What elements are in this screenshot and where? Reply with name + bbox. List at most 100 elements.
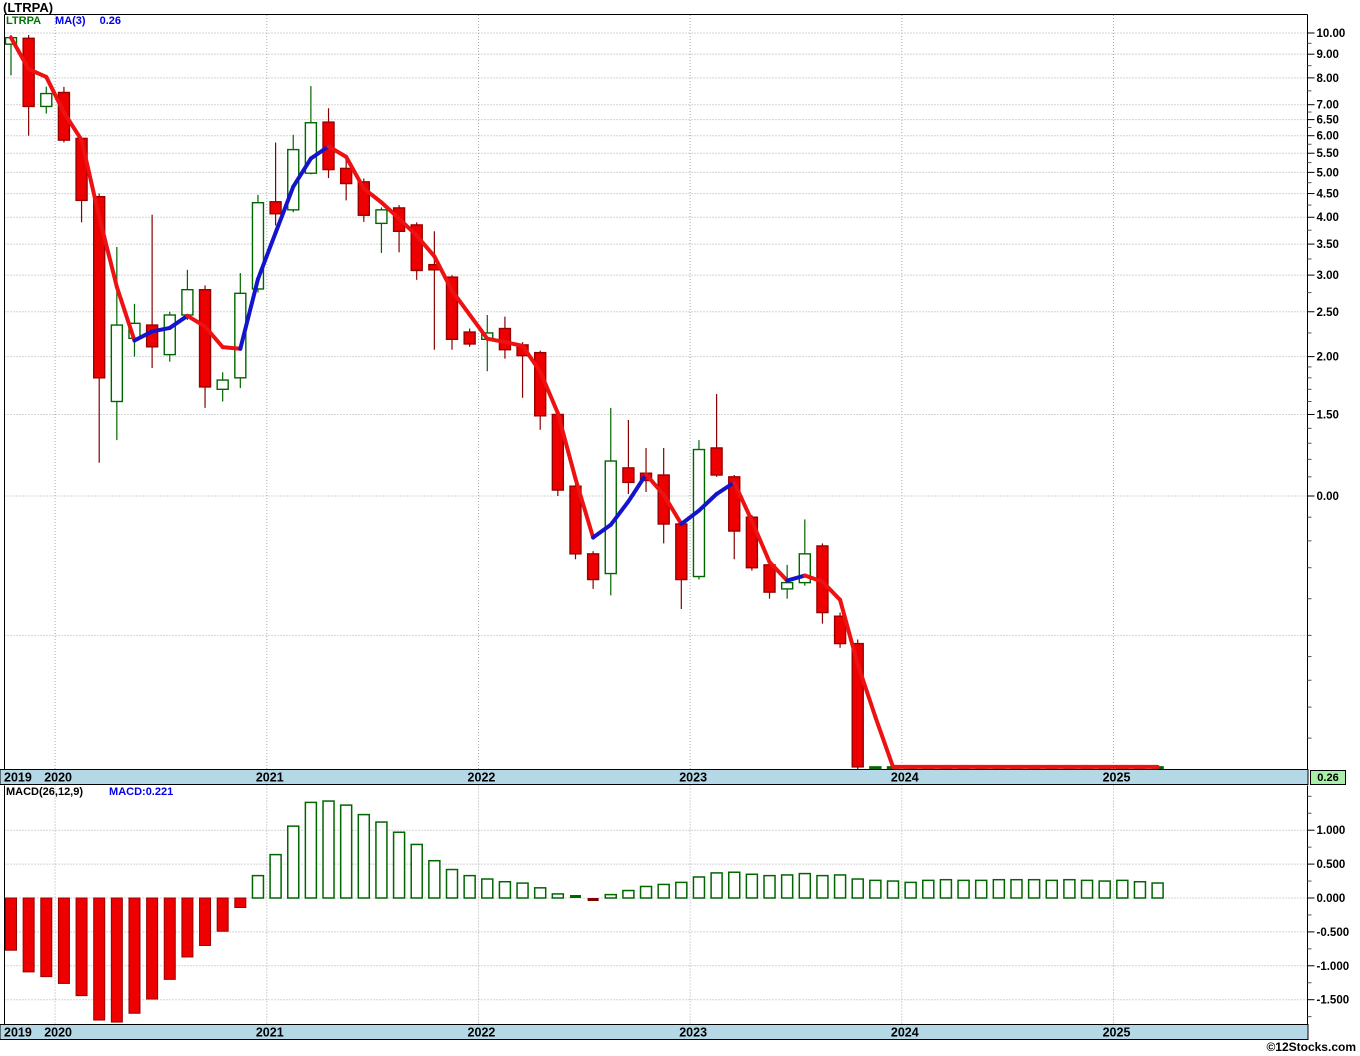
ma-segment — [44, 74, 66, 115]
macd-bar — [1010, 878, 1023, 899]
macd-bar — [551, 893, 565, 899]
ma-segment — [855, 662, 878, 719]
ma-segment — [785, 573, 807, 583]
svg-text:2020: 2020 — [44, 1026, 72, 1040]
candle-body — [216, 379, 229, 391]
macd-bar — [199, 897, 212, 946]
macd-bar — [692, 876, 706, 899]
legend-symbol: LTRPA — [6, 15, 42, 27]
macd-bar — [710, 872, 723, 899]
macd-bar — [745, 873, 759, 899]
svg-text:2.50: 2.50 — [1317, 307, 1339, 319]
macd-bar — [5, 897, 17, 951]
svg-text:9.00: 9.00 — [1317, 49, 1339, 61]
svg-text:2023: 2023 — [679, 1026, 707, 1040]
macd-bar — [1098, 880, 1111, 899]
candle-body — [110, 324, 124, 403]
ma-segment — [291, 156, 313, 189]
ma-segment — [132, 329, 155, 343]
candle-body — [92, 196, 106, 379]
candle-body — [798, 553, 811, 584]
macd-bar — [339, 804, 353, 899]
ma-segment — [167, 313, 190, 330]
svg-text:2.00: 2.00 — [1317, 352, 1339, 364]
ma-segment — [238, 277, 260, 351]
ma-segment — [467, 312, 490, 341]
ma-segment — [749, 518, 772, 565]
candle-body — [569, 485, 582, 555]
ma-segment — [397, 216, 419, 238]
svg-text:6.50: 6.50 — [1317, 115, 1339, 127]
svg-text:6.00: 6.00 — [1317, 131, 1339, 143]
ma-segment — [591, 522, 613, 540]
candle-body — [304, 122, 318, 174]
macd-bar — [269, 853, 282, 899]
macd-bar — [1027, 878, 1041, 899]
macd-bars-group — [5, 800, 1164, 1023]
ma-segment — [114, 284, 137, 343]
macd-bar — [604, 893, 618, 899]
svg-text:2021: 2021 — [256, 771, 284, 785]
svg-text:2020: 2020 — [44, 771, 72, 785]
ma-segment — [502, 340, 525, 348]
legend-ma-label: MA(3) — [55, 15, 86, 27]
candle-body — [710, 447, 723, 476]
macd-bar — [146, 897, 159, 1000]
ma-segment — [450, 288, 472, 317]
macd-bar — [286, 825, 300, 899]
svg-text:1.50: 1.50 — [1317, 409, 1339, 421]
ma-segment — [326, 144, 349, 159]
ma-segment — [873, 714, 895, 769]
macd-bar — [1151, 882, 1164, 899]
date-band — [0, 1024, 1309, 1040]
ma-segment — [555, 411, 578, 481]
svg-text:3.00: 3.00 — [1317, 270, 1339, 282]
ma-segment — [732, 480, 754, 523]
ma-segment — [61, 110, 84, 143]
macd-gridlines — [4, 785, 1308, 1025]
macd-bar — [22, 897, 35, 973]
price-axis: 10.00 9.00 8.00 7.00 6.50 6.00 5.50 5.00 4.50 4.0… — [1307, 28, 1345, 739]
date-band-top: 2019 2020 2021 2022 2023 2024 2025 — [0, 769, 1309, 785]
ma-segment — [661, 492, 684, 527]
macd-bar — [533, 887, 547, 899]
svg-text:2019: 2019 — [4, 1026, 32, 1040]
svg-text:2024: 2024 — [891, 771, 919, 785]
date-band-bottom: 2019 2020 2021 2022 2023 2024 2025 — [0, 1024, 1309, 1040]
ma-segment — [379, 200, 402, 221]
svg-text:5.50: 5.50 — [1317, 148, 1339, 160]
ma-segment — [203, 324, 225, 350]
candle-body — [357, 181, 370, 216]
ma-segment — [255, 230, 278, 282]
macd-bar — [216, 897, 229, 932]
macd-bar — [851, 878, 864, 899]
svg-text:0.500: 0.500 — [1317, 859, 1346, 871]
macd-bar — [40, 897, 53, 978]
candle-body — [445, 276, 459, 340]
ma-segment — [432, 254, 454, 293]
ma-segment — [150, 325, 172, 334]
candle-body — [498, 327, 512, 351]
macd-panel-border — [4, 785, 1308, 1025]
page-title: (LTRPA) — [3, 0, 54, 15]
macd-bar — [75, 897, 88, 997]
svg-text:4.00: 4.00 — [1317, 212, 1339, 224]
price-gridlines — [4, 15, 1308, 770]
ma-segment — [273, 184, 296, 235]
macd-bar — [498, 880, 512, 899]
candle-body — [145, 324, 159, 348]
macd-bar — [1133, 880, 1147, 899]
macd-bar — [780, 874, 794, 899]
ma-segment — [767, 560, 790, 583]
macd-bar — [57, 897, 70, 984]
macd-bar — [304, 801, 318, 899]
svg-text:2025: 2025 — [1103, 771, 1131, 785]
macd-bar — [569, 895, 581, 898]
macd-bar — [1116, 879, 1129, 899]
macd-bar — [657, 883, 670, 899]
candle-body — [181, 288, 194, 316]
candle-body — [375, 209, 388, 225]
candles-group — [4, 35, 1164, 771]
macd-bar — [428, 859, 441, 899]
